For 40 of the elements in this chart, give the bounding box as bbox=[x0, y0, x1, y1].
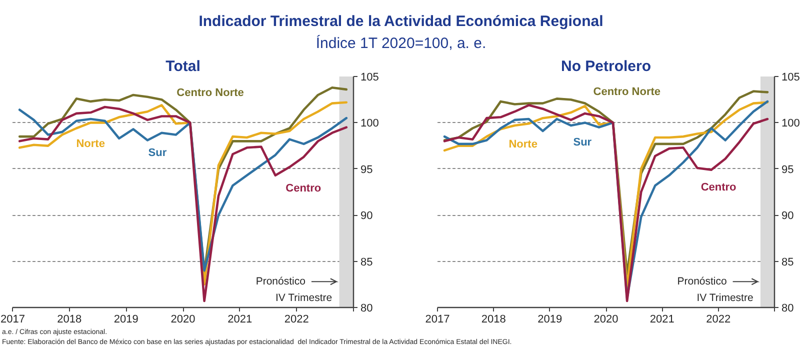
y-tick-label: 80 bbox=[782, 302, 794, 314]
series-label: Centro Norte bbox=[593, 86, 661, 98]
y-tick-label: 85 bbox=[782, 256, 794, 268]
annotation: IV Trimestre bbox=[696, 292, 754, 304]
x-tick-label: 2017 bbox=[0, 314, 25, 326]
y-tick-label: 90 bbox=[360, 210, 373, 222]
chart-title: Total bbox=[166, 58, 200, 75]
series-label: Sur bbox=[573, 136, 592, 149]
x-tick-label: 2021 bbox=[228, 314, 252, 326]
x-tick-label: 2018 bbox=[57, 314, 82, 326]
annotation: Pronóstico bbox=[677, 276, 727, 288]
y-tick-label: 85 bbox=[360, 256, 373, 268]
annotation: Pronóstico bbox=[256, 276, 306, 288]
x-tick-label: 2019 bbox=[538, 314, 562, 326]
y-tick-label: 100 bbox=[360, 118, 379, 130]
x-tick-label: 2022 bbox=[284, 314, 309, 326]
y-tick-label: 105 bbox=[782, 72, 800, 84]
series-label: Centro Norte bbox=[176, 87, 244, 100]
chart-title: No Petrolero bbox=[560, 58, 652, 75]
text: Índice 1T 2020=100, a. e. bbox=[314, 34, 488, 53]
y-tick-label: 80 bbox=[360, 302, 373, 314]
series-label: Centro bbox=[286, 182, 322, 194]
series-label: Sur bbox=[148, 147, 168, 160]
series-label: Norte bbox=[76, 138, 105, 150]
x-tick-label: 2020 bbox=[170, 314, 196, 326]
x-tick-label: 2020 bbox=[594, 314, 618, 326]
y-tick-label: 105 bbox=[360, 72, 379, 84]
series-label: Norte bbox=[508, 138, 538, 150]
x-tick-label: 2018 bbox=[481, 314, 506, 326]
x-tick-label: 2017 bbox=[425, 314, 450, 326]
annotation: IV Trimestre bbox=[276, 292, 332, 304]
y-tick-label: 100 bbox=[782, 118, 800, 130]
y-tick-label: 95 bbox=[360, 164, 373, 176]
x-tick-label: 2019 bbox=[114, 314, 138, 326]
x-tick-label: 2022 bbox=[706, 314, 731, 326]
y-tick-label: 95 bbox=[782, 164, 794, 176]
text: Indicador Trimestral de la Actividad Económica Regional bbox=[198, 12, 604, 31]
y-tick-label: 90 bbox=[782, 210, 794, 222]
series-label: Centro bbox=[700, 182, 737, 194]
x-tick-label: 2021 bbox=[650, 314, 674, 326]
